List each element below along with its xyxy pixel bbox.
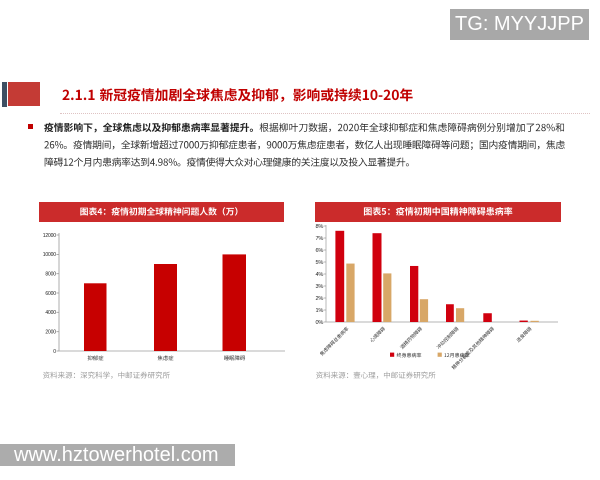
svg-text:12000: 12000 — [43, 233, 57, 239]
svg-text:5%: 5% — [316, 260, 324, 266]
svg-text:8000: 8000 — [45, 272, 56, 278]
svg-text:3%: 3% — [316, 284, 324, 290]
svg-text:6000: 6000 — [45, 291, 56, 297]
svg-text:2000: 2000 — [45, 330, 56, 336]
svg-text:0: 0 — [53, 349, 56, 355]
svg-text:8%: 8% — [316, 224, 324, 230]
svg-text:7%: 7% — [316, 236, 324, 242]
svg-text:10000: 10000 — [43, 252, 57, 258]
svg-text:6%: 6% — [316, 248, 324, 254]
svg-text:2%: 2% — [316, 296, 324, 302]
svg-text:4%: 4% — [316, 272, 324, 278]
svg-text:0%: 0% — [316, 320, 324, 326]
svg-text:4000: 4000 — [45, 310, 56, 316]
svg-text:1%: 1% — [316, 308, 324, 314]
